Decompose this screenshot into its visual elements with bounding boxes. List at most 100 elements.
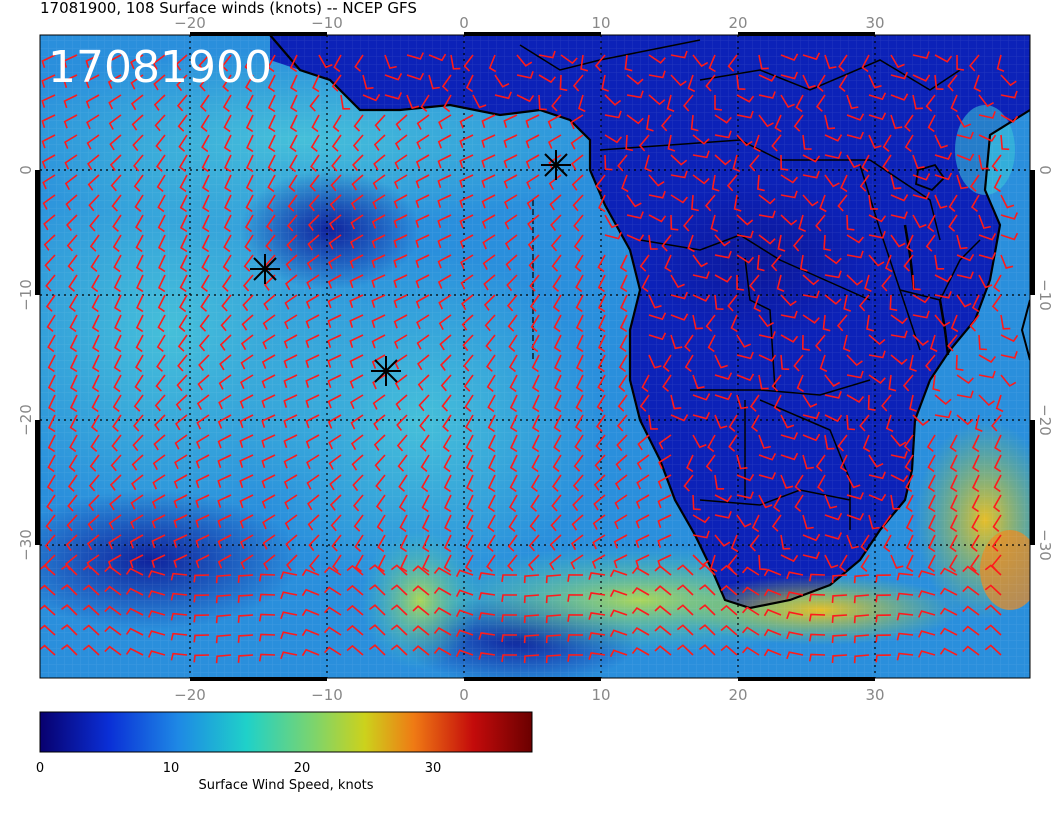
wind-barb <box>609 649 628 657</box>
wind-barb <box>153 74 166 91</box>
wind-barb <box>351 174 364 191</box>
wind-barb <box>215 634 232 644</box>
wind-barb <box>349 374 364 389</box>
wind-barb <box>1000 334 1019 343</box>
wind-barb <box>399 514 408 533</box>
wind-barb <box>597 334 606 353</box>
wind-barb <box>531 354 540 373</box>
wind-barb <box>349 274 364 289</box>
wind-barb <box>780 154 789 171</box>
wind-barb <box>438 314 452 330</box>
wind-barb <box>195 474 210 489</box>
wind-barb <box>824 532 843 540</box>
wind-barb <box>157 214 166 233</box>
wind-barb <box>658 434 672 450</box>
wind-barb <box>503 114 518 128</box>
wind-barb <box>531 434 540 453</box>
wind-barb <box>736 373 755 382</box>
wind-barb <box>412 585 430 596</box>
wind-barb <box>421 494 430 513</box>
wind-barb <box>394 134 408 151</box>
wind-barb <box>771 134 782 152</box>
wind-barb <box>501 654 517 663</box>
wind-barb <box>962 645 980 656</box>
wind-barb <box>969 314 980 332</box>
wind-barb <box>66 214 78 231</box>
wind-barb <box>545 594 562 604</box>
wind-barb <box>154 114 166 132</box>
wind-barb <box>824 174 840 188</box>
wind-barb <box>125 627 144 636</box>
wind-barb <box>285 274 298 291</box>
wind-barb <box>532 394 540 413</box>
wind-barb <box>412 605 430 616</box>
wind-barb <box>840 174 848 193</box>
wind-barb <box>483 294 496 311</box>
wind-barb <box>868 74 882 89</box>
wind-barb <box>217 554 232 569</box>
wind-barb <box>991 154 1002 172</box>
wind-barb <box>780 310 798 319</box>
wind-barb <box>631 626 650 636</box>
wind-barb <box>774 114 782 133</box>
wind-barb <box>237 574 254 583</box>
wind-barb <box>995 394 1004 413</box>
wind-barb <box>604 110 622 119</box>
wind-barb <box>802 134 812 150</box>
wind-barb <box>657 534 672 548</box>
wind-barb <box>927 534 936 553</box>
lon-labels-bottom: −20 −10 0 10 20 30 <box>174 686 884 704</box>
wind-barb <box>956 114 972 128</box>
wind-barb <box>528 254 540 272</box>
wind-barb <box>131 474 144 491</box>
wind-barb <box>699 564 716 576</box>
wind-barb <box>714 250 732 259</box>
wind-barb <box>305 334 320 349</box>
wind-barb <box>912 74 931 82</box>
wind-barb <box>170 612 188 621</box>
wind-barb <box>551 94 562 112</box>
wind-barb <box>692 314 703 330</box>
wind-barb <box>576 334 584 353</box>
wind-barb <box>465 554 474 573</box>
wind-barb <box>173 554 188 568</box>
wind-barb <box>327 414 342 429</box>
wind-barb <box>601 74 609 92</box>
wind-barb <box>802 433 821 442</box>
wind-barb <box>130 514 144 530</box>
wind-barb <box>705 314 716 332</box>
wind-barb <box>619 254 628 273</box>
wind-barb <box>266 214 276 232</box>
wind-barb <box>65 554 78 571</box>
wind-barb <box>237 654 254 663</box>
wind-barb <box>437 174 452 188</box>
wind-barb <box>978 354 997 364</box>
lat-label-right: −10 <box>1036 279 1054 311</box>
wind-barb <box>890 114 903 130</box>
wind-barb <box>113 354 122 373</box>
wind-barb <box>574 254 584 273</box>
wind-barb <box>265 234 276 252</box>
wind-barb <box>267 134 276 153</box>
wind-barb <box>63 94 78 109</box>
wind-barb <box>91 394 100 413</box>
wind-barb <box>45 274 56 292</box>
wind-barb <box>442 434 452 453</box>
wind-barb <box>890 354 908 365</box>
wind-barb <box>85 74 100 89</box>
wind-barb <box>442 414 452 432</box>
wind-barb <box>978 154 989 170</box>
wind-barb <box>896 612 914 621</box>
wind-barb <box>875 614 892 623</box>
wind-barb <box>934 410 952 419</box>
wind-barb <box>217 494 232 508</box>
wind-barb <box>617 394 628 412</box>
wind-barb <box>351 454 364 471</box>
wind-barb <box>507 554 518 572</box>
lon-label-top: 20 <box>728 14 747 32</box>
wind-barb <box>736 274 745 291</box>
wind-barb <box>223 194 232 213</box>
wind-barb <box>309 554 320 572</box>
figure-title: 17081900, 108 Surface winds (knots) -- N… <box>40 0 417 17</box>
wind-barb <box>466 474 474 493</box>
